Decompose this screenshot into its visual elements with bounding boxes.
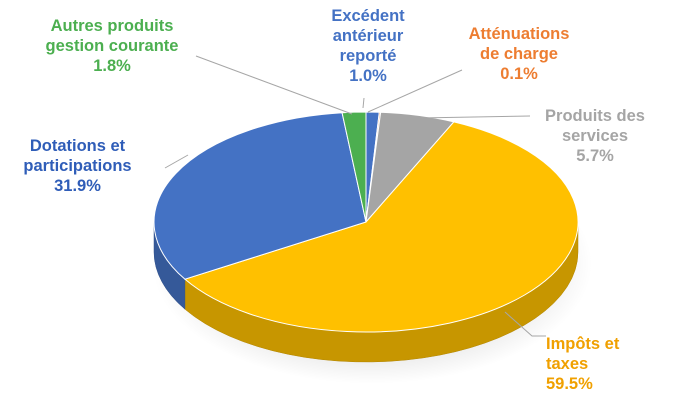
label-dotations-participations: Dotations et participations 31.9%: [23, 137, 132, 195]
label-attenuations-charge: Atténuations de charge 0.1%: [468, 25, 570, 83]
leader-line-excedent: [362, 97, 365, 109]
label-autres-produits: Autres produits gestion courante 1.8%: [45, 17, 179, 75]
pie-slice-autres-produits-gestion-courante: [341, 111, 367, 223]
leader-line-autres: [195, 55, 353, 115]
label-produits-services: Produits des services 5.7%: [545, 107, 645, 165]
leader-line-produits: [417, 115, 531, 119]
leader-line-impots: [504, 311, 546, 337]
leader-line-attenuations: [367, 69, 463, 113]
leader-line-dotations: [164, 154, 189, 169]
label-impots-taxes: Impôts et taxes 59.5%: [546, 335, 620, 393]
pie-slice-dotations-et-participations: [153, 112, 367, 280]
pie-slice-impots-et-taxes: [183, 121, 579, 333]
label-excedent-anterieur: Excédent antérieur reporté 1.0%: [331, 7, 405, 85]
